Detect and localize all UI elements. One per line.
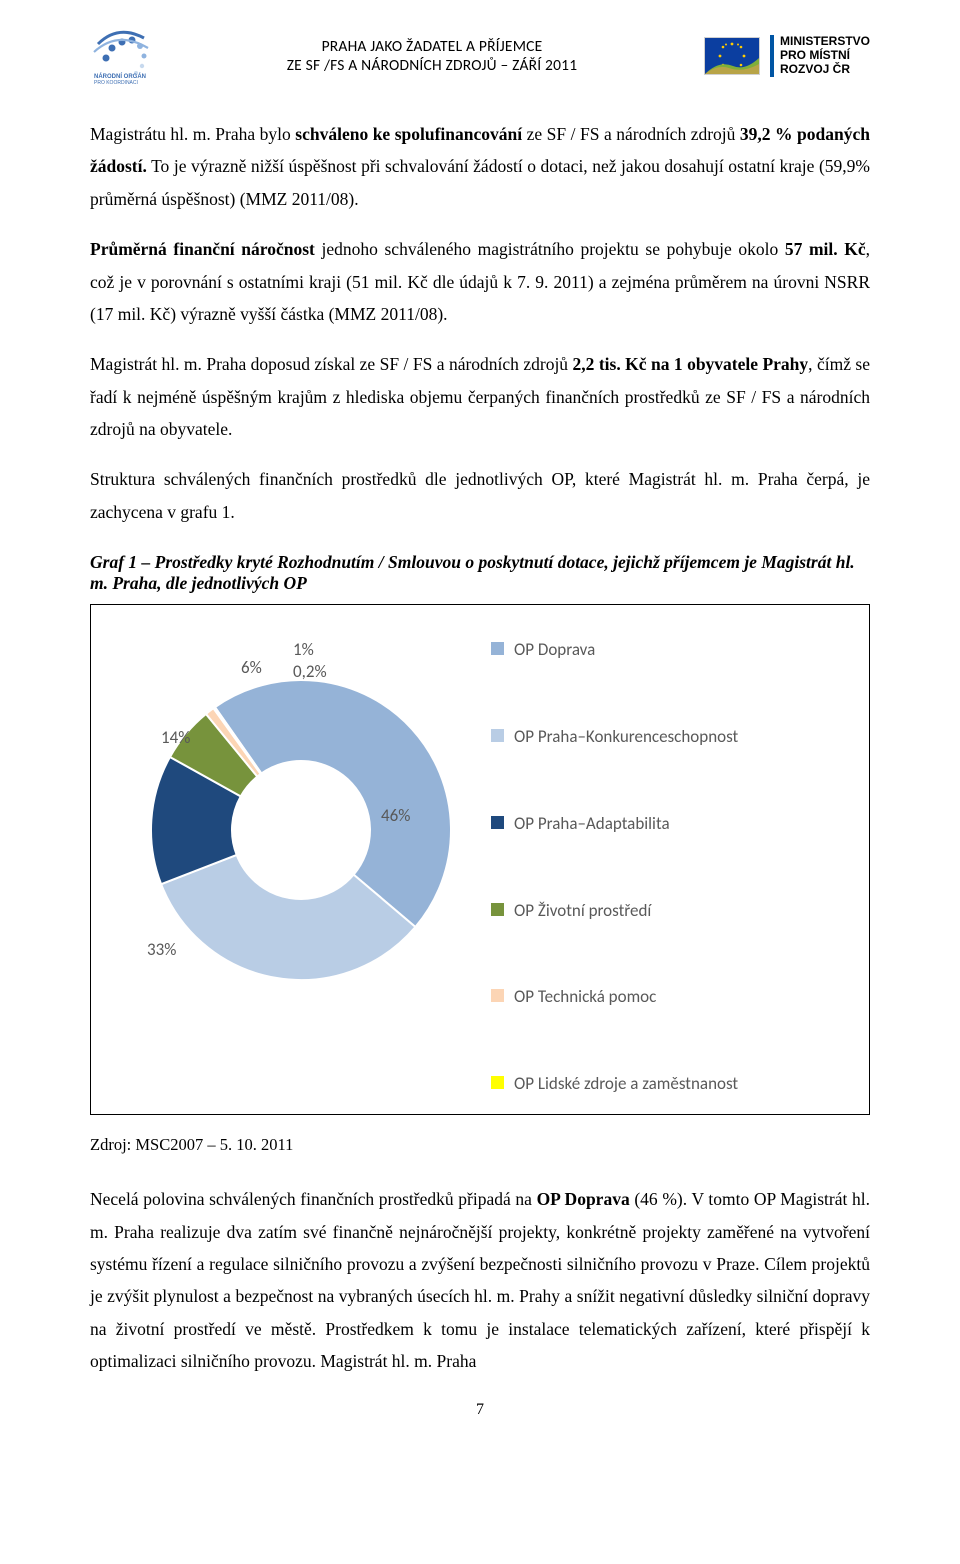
swatch-icon (491, 729, 504, 742)
svg-text:PRO KOORDINACI: PRO KOORDINACI (94, 80, 138, 84)
swatch-icon (491, 989, 504, 1002)
mmr-line2: PRO MÍSTNÍ (780, 49, 870, 63)
chart-legend: OP Doprava OP Praha–Konkurenceschopnost … (491, 635, 849, 1094)
legend-item-adapt: OP Praha–Adaptabilita (491, 813, 849, 834)
header-title-line2: ZE SF /FS A NÁRODNÍCH ZDROJŮ – ZÁŘÍ 2011 (160, 56, 704, 75)
para-5: Necelá polovina schválených finančních p… (90, 1183, 870, 1377)
para-1: Magistrátu hl. m. Praha bylo schváleno k… (90, 118, 870, 215)
pct-label-doprava: 46% (381, 805, 410, 826)
legend-label: OP Lidské zdroje a zaměstnanost (514, 1073, 738, 1094)
legend-item-lidske: OP Lidské zdroje a zaměstnanost (491, 1073, 849, 1094)
chart-container: 46% 33% 14% 6% 1% 0,2% OP Doprava OP Pra… (90, 604, 870, 1115)
para-3: Magistrát hl. m. Praha doposud získal ze… (90, 348, 870, 445)
pct-label-tech: 1% (293, 639, 314, 660)
mmr-logo-block: MINISTERSTVO PRO MÍSTNÍ ROZVOJ ČR (704, 35, 870, 76)
legend-label: OP Praha–Adaptabilita (514, 813, 670, 834)
header-title-line1: PRAHA JAKO ŽADATEL A PŘÍJEMCE (160, 37, 704, 56)
legend-item-konkur: OP Praha–Konkurenceschopnost (491, 726, 849, 747)
legend-label: OP Životní prostředí (514, 900, 651, 921)
mmr-text: MINISTERSTVO PRO MÍSTNÍ ROZVOJ ČR (770, 35, 870, 76)
mmr-line3: ROZVOJ ČR (780, 63, 870, 77)
eu-flag-icon (704, 37, 760, 75)
legend-label: OP Praha–Konkurenceschopnost (514, 726, 738, 747)
chart-title: Graf 1 – Prostředky kryté Rozhodnutím / … (90, 552, 870, 594)
legend-item-zivotni: OP Životní prostředí (491, 900, 849, 921)
legend-label: OP Technická pomoc (514, 986, 656, 1007)
legend-label: OP Doprava (514, 639, 595, 660)
header-title: PRAHA JAKO ŽADATEL A PŘÍJEMCE ZE SF /FS … (160, 37, 704, 76)
page-number: 7 (90, 1401, 870, 1419)
para-4: Struktura schválených finančních prostře… (90, 463, 870, 528)
donut-chart: 46% 33% 14% 6% 1% 0,2% (121, 635, 481, 995)
nok-logo: NÁRODNÍ ORGÁN PRO KOORDINACI (90, 28, 160, 84)
chart-source: Zdroj: MSC2007 – 5. 10. 2011 (90, 1135, 870, 1155)
legend-item-doprava: OP Doprava (491, 639, 849, 660)
legend-item-tech: OP Technická pomoc (491, 986, 849, 1007)
swatch-icon (491, 642, 504, 655)
svg-text:NÁRODNÍ ORGÁN: NÁRODNÍ ORGÁN (94, 72, 146, 80)
pct-label-lidske: 0,2% (293, 661, 327, 682)
pct-label-adapt: 14% (161, 727, 190, 748)
swatch-icon (491, 903, 504, 916)
pct-label-zivotni: 6% (241, 657, 262, 678)
para-2: Průměrná finanční náročnost jednoho schv… (90, 233, 870, 330)
page-header: NÁRODNÍ ORGÁN PRO KOORDINACI PRAHA JAKO … (90, 28, 870, 84)
swatch-icon (491, 1076, 504, 1089)
swatch-icon (491, 816, 504, 829)
pct-label-konkur: 33% (147, 939, 176, 960)
